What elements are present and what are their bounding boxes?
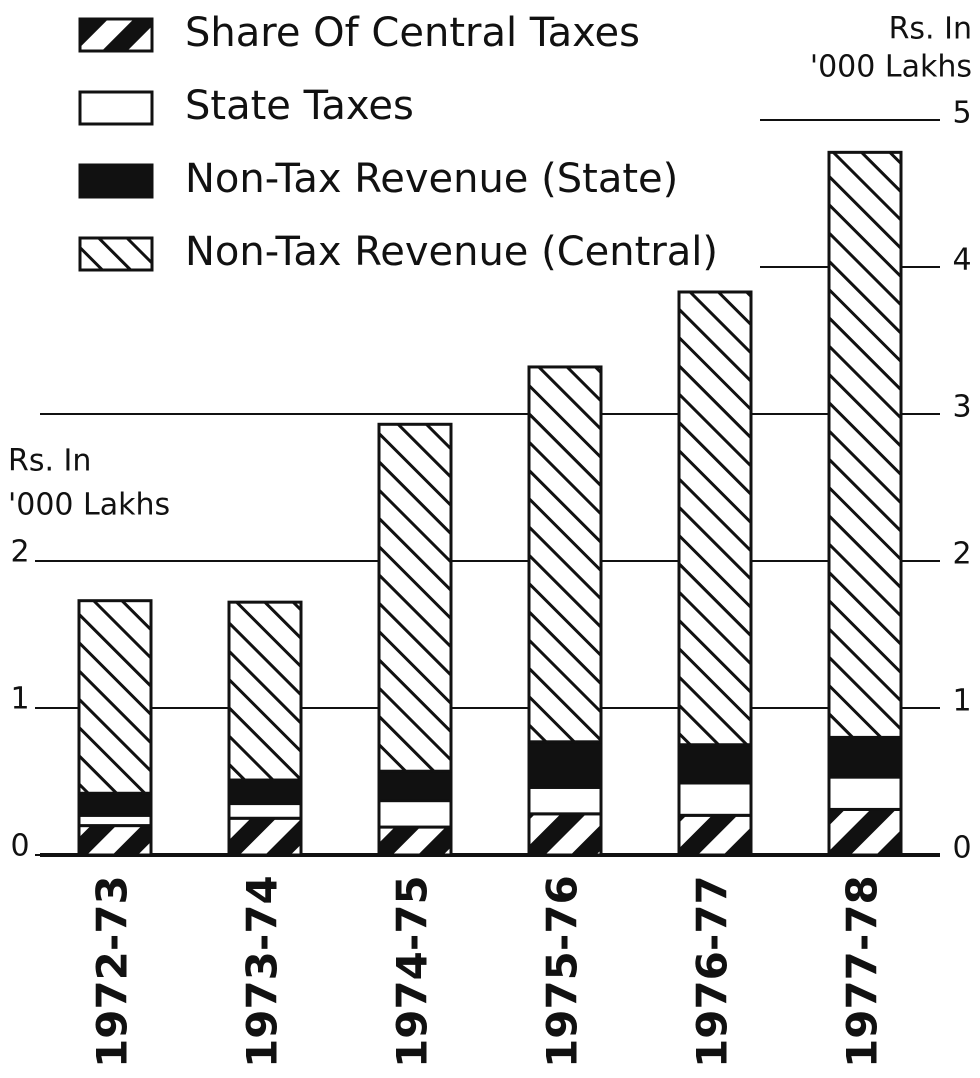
bar-segment [377,825,453,857]
bar-segment [77,791,153,817]
y2-axis-label: Rs. In [889,12,972,47]
bar-segment [377,769,453,803]
bar-segment [827,150,903,739]
x-tick-label: 1977-78 [838,875,887,1068]
bar-segment [227,778,303,806]
bar-segment [677,743,753,785]
y-axis-label: Rs. In [8,444,91,479]
bar-segment [827,807,903,857]
bar-segment [77,599,153,795]
legend-label: Non-Tax Revenue (Central) [185,229,718,275]
x-tick-label: 1972-73 [88,875,137,1068]
y2-axis-label: '000 Lakhs [810,50,972,85]
x-tick-label: 1973-74 [238,875,287,1068]
bar-segment [677,781,753,817]
x-tick-label: 1975-76 [538,875,587,1068]
bar-segment [77,824,153,857]
bar-segment [227,816,303,857]
legend: Share Of Central Taxes State Taxes Non-Tax… [78,10,718,275]
x-tick-label: 1976-77 [688,875,737,1068]
legend-label: State Taxes [185,83,414,129]
bar-segment [527,365,603,744]
bar-segment [527,740,603,789]
y-tick-label: 1 [10,682,29,717]
bar-segment [527,812,603,857]
legend-swatch [78,163,154,199]
legend-swatch [78,236,154,272]
y2-tick-label: 0 [952,831,971,866]
bar-segment [377,799,453,829]
bar-segment [677,813,753,857]
y2-tick-label: 3 [952,390,971,425]
legend-label: Share Of Central Taxes [185,10,640,56]
bar-segment [677,290,753,747]
y-tick-label: 0 [10,829,29,864]
y-axis-label: '000 Lakhs [8,488,170,523]
bar-segment [227,600,303,782]
y2-tick-label: 5 [952,96,971,131]
legend-swatch [78,90,154,126]
legend-label: Non-Tax Revenue (State) [185,156,678,202]
y2-tick-label: 2 [952,537,971,572]
bar-segment [77,813,153,828]
y2-tick-label: 4 [952,243,971,278]
bar-segment [827,775,903,811]
x-tick-label: 1974-75 [388,875,437,1068]
y-tick-label: 2 [10,535,29,570]
bar-segment [227,802,303,820]
legend-swatch [78,17,154,53]
y2-tick-label: 1 [952,684,971,719]
bars [77,150,903,857]
bar-segment [827,735,903,779]
bar-segment [377,422,453,773]
bar-segment [527,785,603,816]
